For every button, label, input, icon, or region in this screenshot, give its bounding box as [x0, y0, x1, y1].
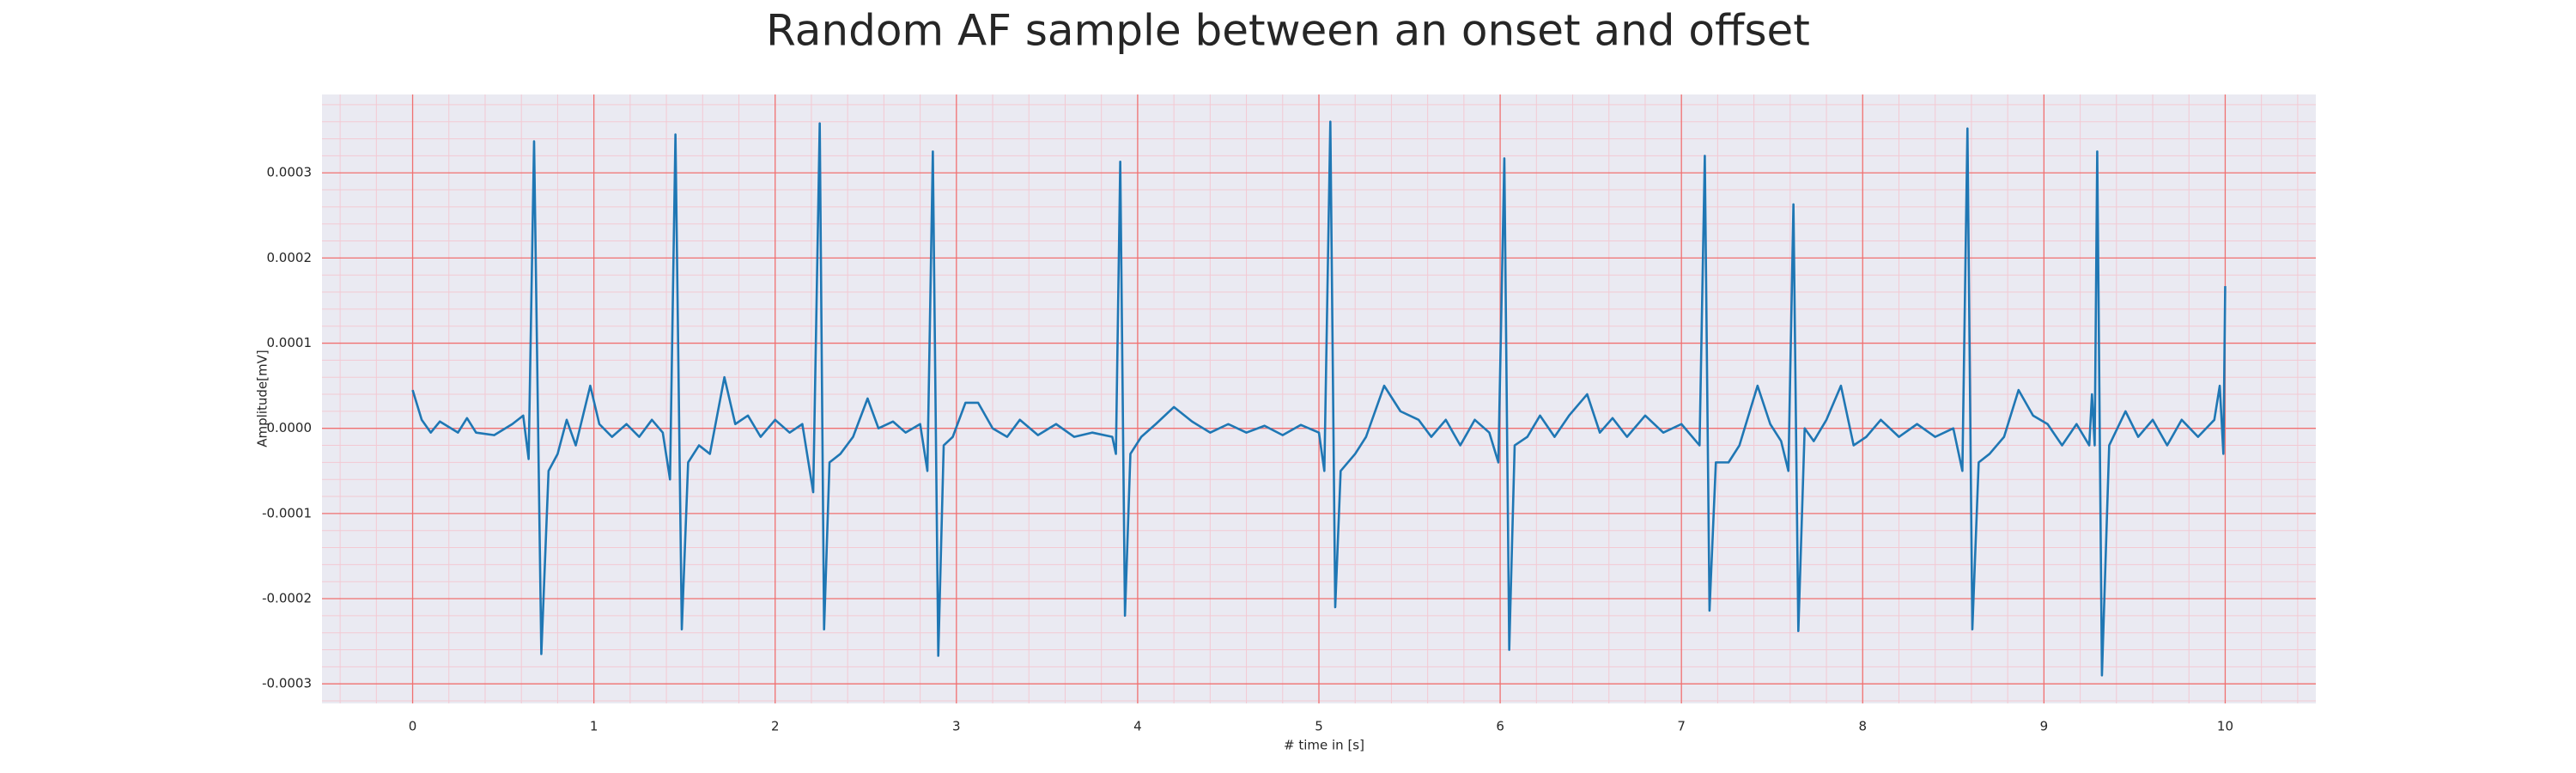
x-tick-label: 1	[590, 719, 598, 734]
chart-title: Random AF sample between an onset and of…	[766, 6, 1810, 56]
x-tick-label: 7	[1677, 719, 1686, 734]
y-tick-label: -0.0002	[262, 591, 312, 606]
y-tick-label: 0.0003	[267, 165, 313, 180]
x-tick-label: 3	[952, 719, 961, 734]
y-tick-label: 0.0000	[267, 420, 313, 435]
y-tick-label: -0.0001	[262, 505, 312, 520]
x-tick-label: 2	[771, 719, 780, 734]
y-axis-label: Amplitude[mV]	[255, 350, 270, 447]
x-axis-label: # time in [s]	[1284, 738, 1364, 753]
x-tick-label: 10	[2217, 719, 2233, 734]
signal-line	[411, 120, 2227, 677]
x-tick-label: 8	[1858, 719, 1867, 734]
x-tick-label: 5	[1315, 719, 1323, 734]
y-tick-label: -0.0003	[262, 676, 312, 691]
y-tick-label: 0.0002	[267, 250, 313, 265]
x-tick-label: 6	[1496, 719, 1504, 734]
x-tick-label: 4	[1133, 719, 1142, 734]
x-tick-label: 9	[2040, 719, 2049, 734]
y-tick-label: 0.0001	[267, 335, 313, 350]
x-tick-label: 0	[409, 719, 417, 734]
